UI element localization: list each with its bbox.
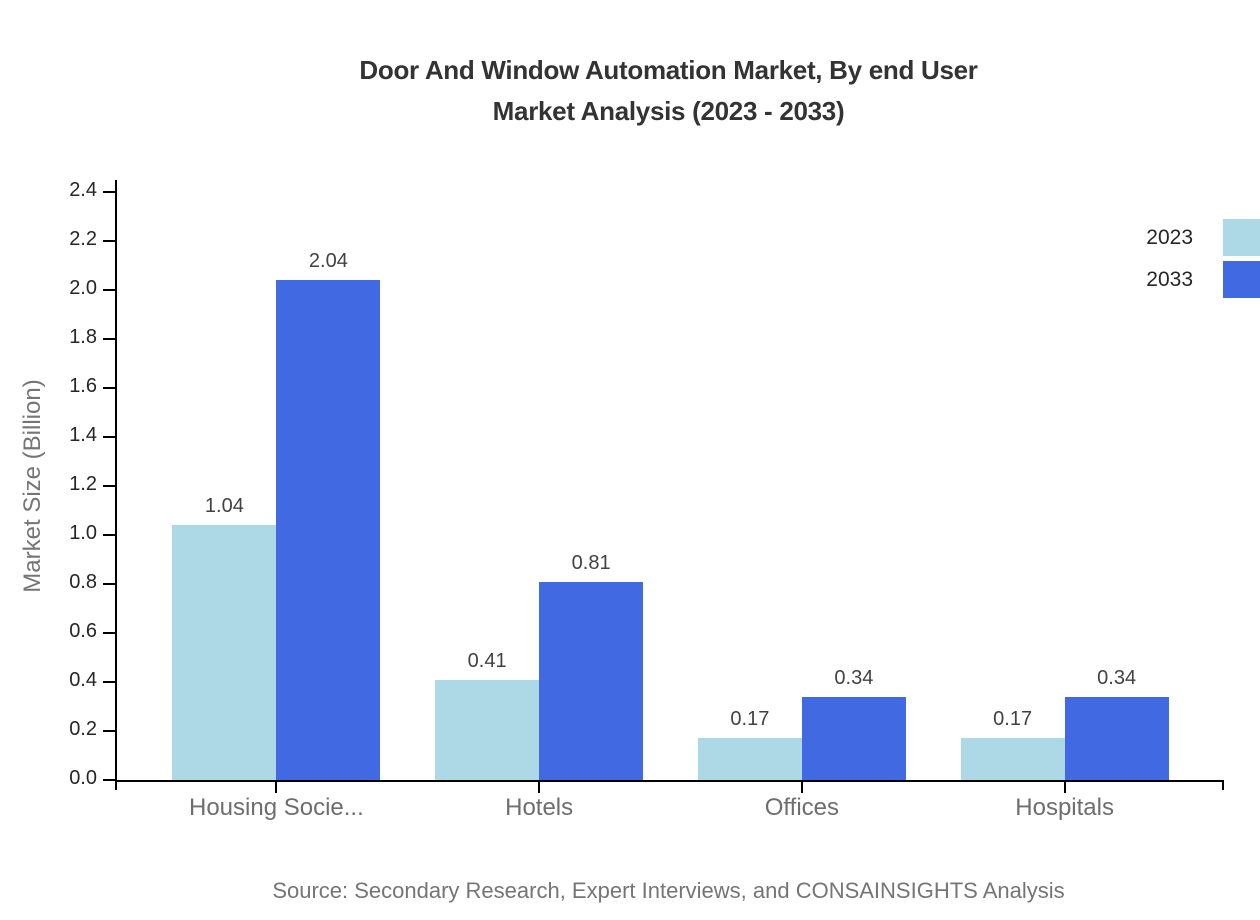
legend-label-2033: 2033 [1146,267,1193,291]
y-axis-tick [103,338,115,340]
bar-value-label: 0.17 [993,708,1033,731]
y-axis-tick [103,240,115,242]
bar-value-label: 2.04 [308,250,348,273]
y-axis-tick [103,730,115,732]
bar-2033 [276,280,381,780]
y-axis-tick-label: 1.2 [69,473,97,495]
category-label: Housing Socie... [188,794,364,821]
y-axis-tick [103,387,115,389]
bar-2033 [539,581,644,780]
legend-label-2023: 2023 [1146,225,1193,249]
y-axis-tick-label: 2.2 [69,228,97,250]
y-axis-tick-label: 1.4 [69,424,97,446]
y-axis-tick-label: 0.4 [69,669,97,691]
bar-2033 [801,696,906,780]
x-axis-origin-tick [115,780,117,790]
bar-2023 [172,525,277,780]
x-axis-end-tick [1222,780,1224,790]
bar-value-label: 1.04 [204,495,244,518]
legend: 2023 2033 [1146,219,1260,298]
y-axis-tick-label: 2.4 [69,179,97,201]
y-axis-tick [103,583,115,585]
x-axis-tick [1063,780,1066,793]
y-axis-tick [103,191,115,193]
chart-title-line2: Market Analysis (2023 - 2033) [492,96,845,126]
y-axis-tick-label: 0.8 [69,571,97,593]
legend-item-2023: 2023 [1146,219,1260,256]
y-axis-tick [103,436,115,438]
plot-area: 0.0 0.2 0.4 0.6 0.8 1.0 1.2 1.4 1.6 1.8 2.0 2.2 2.4 H… [69,179,1224,821]
bar-value-label: 0.41 [467,649,507,672]
category-label: Offices [764,794,839,821]
category-label: Hospitals [1015,794,1114,821]
y-axis-tick [103,534,115,536]
y-axis-line-overhang [115,180,117,192]
x-axis-tick [275,780,278,793]
y-axis-tick-label: 1.0 [69,522,97,544]
y-axis-tick-label: 2.0 [69,277,97,299]
legend-swatch-2023 [1223,219,1260,256]
bar-value-label: 0.34 [1097,666,1137,689]
y-axis-tick [103,779,115,781]
source-note: Source: Secondary Research, Expert Inter… [272,878,1065,903]
legend-swatch-2033 [1223,261,1260,298]
x-axis-tick [800,780,803,793]
y-axis-tick [103,681,115,683]
bar-2023 [435,679,540,780]
bar-value-label: 0.81 [571,551,611,574]
y-axis-tick-label: 0.6 [69,620,97,642]
y-axis-tick [103,632,115,634]
y-axis-tick-label: 0.0 [69,767,97,789]
y-axis-tick [103,289,115,291]
bar-2023 [697,738,802,780]
chart-title-line1: Door And Window Automation Market, By en… [359,55,978,85]
bar-value-label: 0.34 [834,666,874,689]
bar-2023 [960,738,1065,780]
y-axis-tick-label: 1.8 [69,326,97,348]
x-axis-tick [538,780,541,793]
y-axis-tick-label: 1.6 [69,375,97,397]
chart-title: Door And Window Automation Market, By en… [115,50,1222,132]
legend-item-2033: 2033 [1146,261,1260,298]
bar-2033 [1064,696,1169,780]
y-axis-tick-label: 0.2 [69,718,97,740]
y-axis-tick [103,485,115,487]
bar-value-label: 0.17 [730,708,770,731]
category-label: Hotels [505,794,574,821]
